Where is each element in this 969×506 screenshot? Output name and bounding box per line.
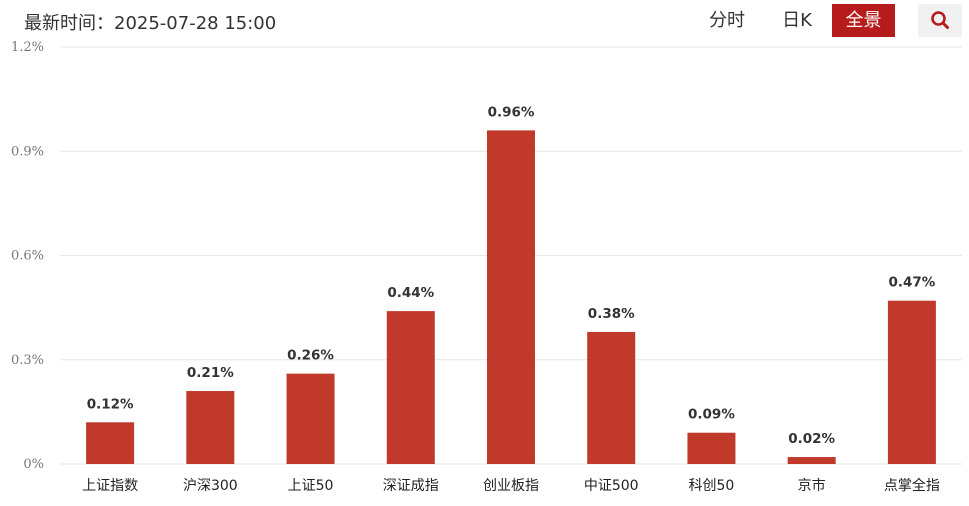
y-tick-label: 1.2% bbox=[11, 40, 44, 55]
y-tick-label: 0.9% bbox=[11, 144, 44, 159]
bar-value-label: 0.96% bbox=[488, 104, 535, 120]
chart-header: 最新时间：2025-07-28 15:00 分时 日K 全景 bbox=[0, 0, 969, 40]
tab-daily-k[interactable]: 日K bbox=[782, 10, 812, 31]
bar[interactable] bbox=[86, 422, 135, 464]
bar-value-label: 0.09% bbox=[688, 407, 735, 423]
bar-value-label: 0.44% bbox=[387, 285, 434, 301]
bars bbox=[86, 130, 936, 464]
x-tick-label: 京市 bbox=[798, 477, 826, 494]
bar[interactable] bbox=[487, 130, 535, 464]
bar-value-label: 0.26% bbox=[287, 348, 334, 364]
bar-value-label: 0.38% bbox=[588, 306, 635, 322]
y-tick-label: 0.6% bbox=[11, 249, 44, 264]
search-button[interactable] bbox=[918, 4, 962, 37]
bar-value-label: 0.02% bbox=[788, 431, 835, 447]
bar-value-label: 0.47% bbox=[888, 275, 935, 291]
x-tick-label: 上证指数 bbox=[82, 478, 138, 494]
bar[interactable] bbox=[887, 300, 936, 464]
tab-intraday[interactable]: 分时 bbox=[709, 10, 745, 31]
bar[interactable] bbox=[587, 331, 636, 464]
x-tick-label: 上证50 bbox=[288, 478, 334, 494]
bar-value-label: 0.12% bbox=[87, 396, 134, 412]
y-tick-label: 0.3% bbox=[11, 353, 44, 368]
x-tick-label: 科创50 bbox=[689, 478, 735, 494]
bar[interactable] bbox=[787, 457, 836, 464]
bar[interactable] bbox=[386, 311, 435, 464]
x-tick-label: 深证成指 bbox=[383, 478, 439, 494]
x-tick-label: 沪深300 bbox=[183, 478, 238, 494]
y-tick-label: 0% bbox=[23, 457, 44, 472]
x-axis-ticks: 上证指数 沪深300 上证50 深证成指 创业板指 中证500 科创50 京市 点掌全指 bbox=[82, 477, 940, 494]
bar[interactable] bbox=[186, 391, 235, 464]
y-axis-ticks: 0% 0.3% 0.6% 0.9% 1.2% bbox=[11, 40, 44, 472]
bar-value-label: 0.21% bbox=[187, 365, 234, 381]
search-icon bbox=[918, 4, 962, 37]
update-time: 最新时间：2025-07-28 15:00 bbox=[24, 13, 277, 34]
bar[interactable] bbox=[286, 373, 335, 464]
bar[interactable] bbox=[687, 432, 736, 464]
tab-overview[interactable]: 全景 bbox=[832, 4, 895, 37]
x-tick-label: 中证500 bbox=[584, 478, 639, 494]
x-tick-label: 创业板指 bbox=[483, 478, 539, 494]
x-tick-label: 点掌全指 bbox=[884, 477, 940, 494]
bar-value-labels: 0.12% 0.21% 0.26% 0.44% 0.96% 0.38% 0.09% 0.02%… bbox=[87, 104, 936, 447]
